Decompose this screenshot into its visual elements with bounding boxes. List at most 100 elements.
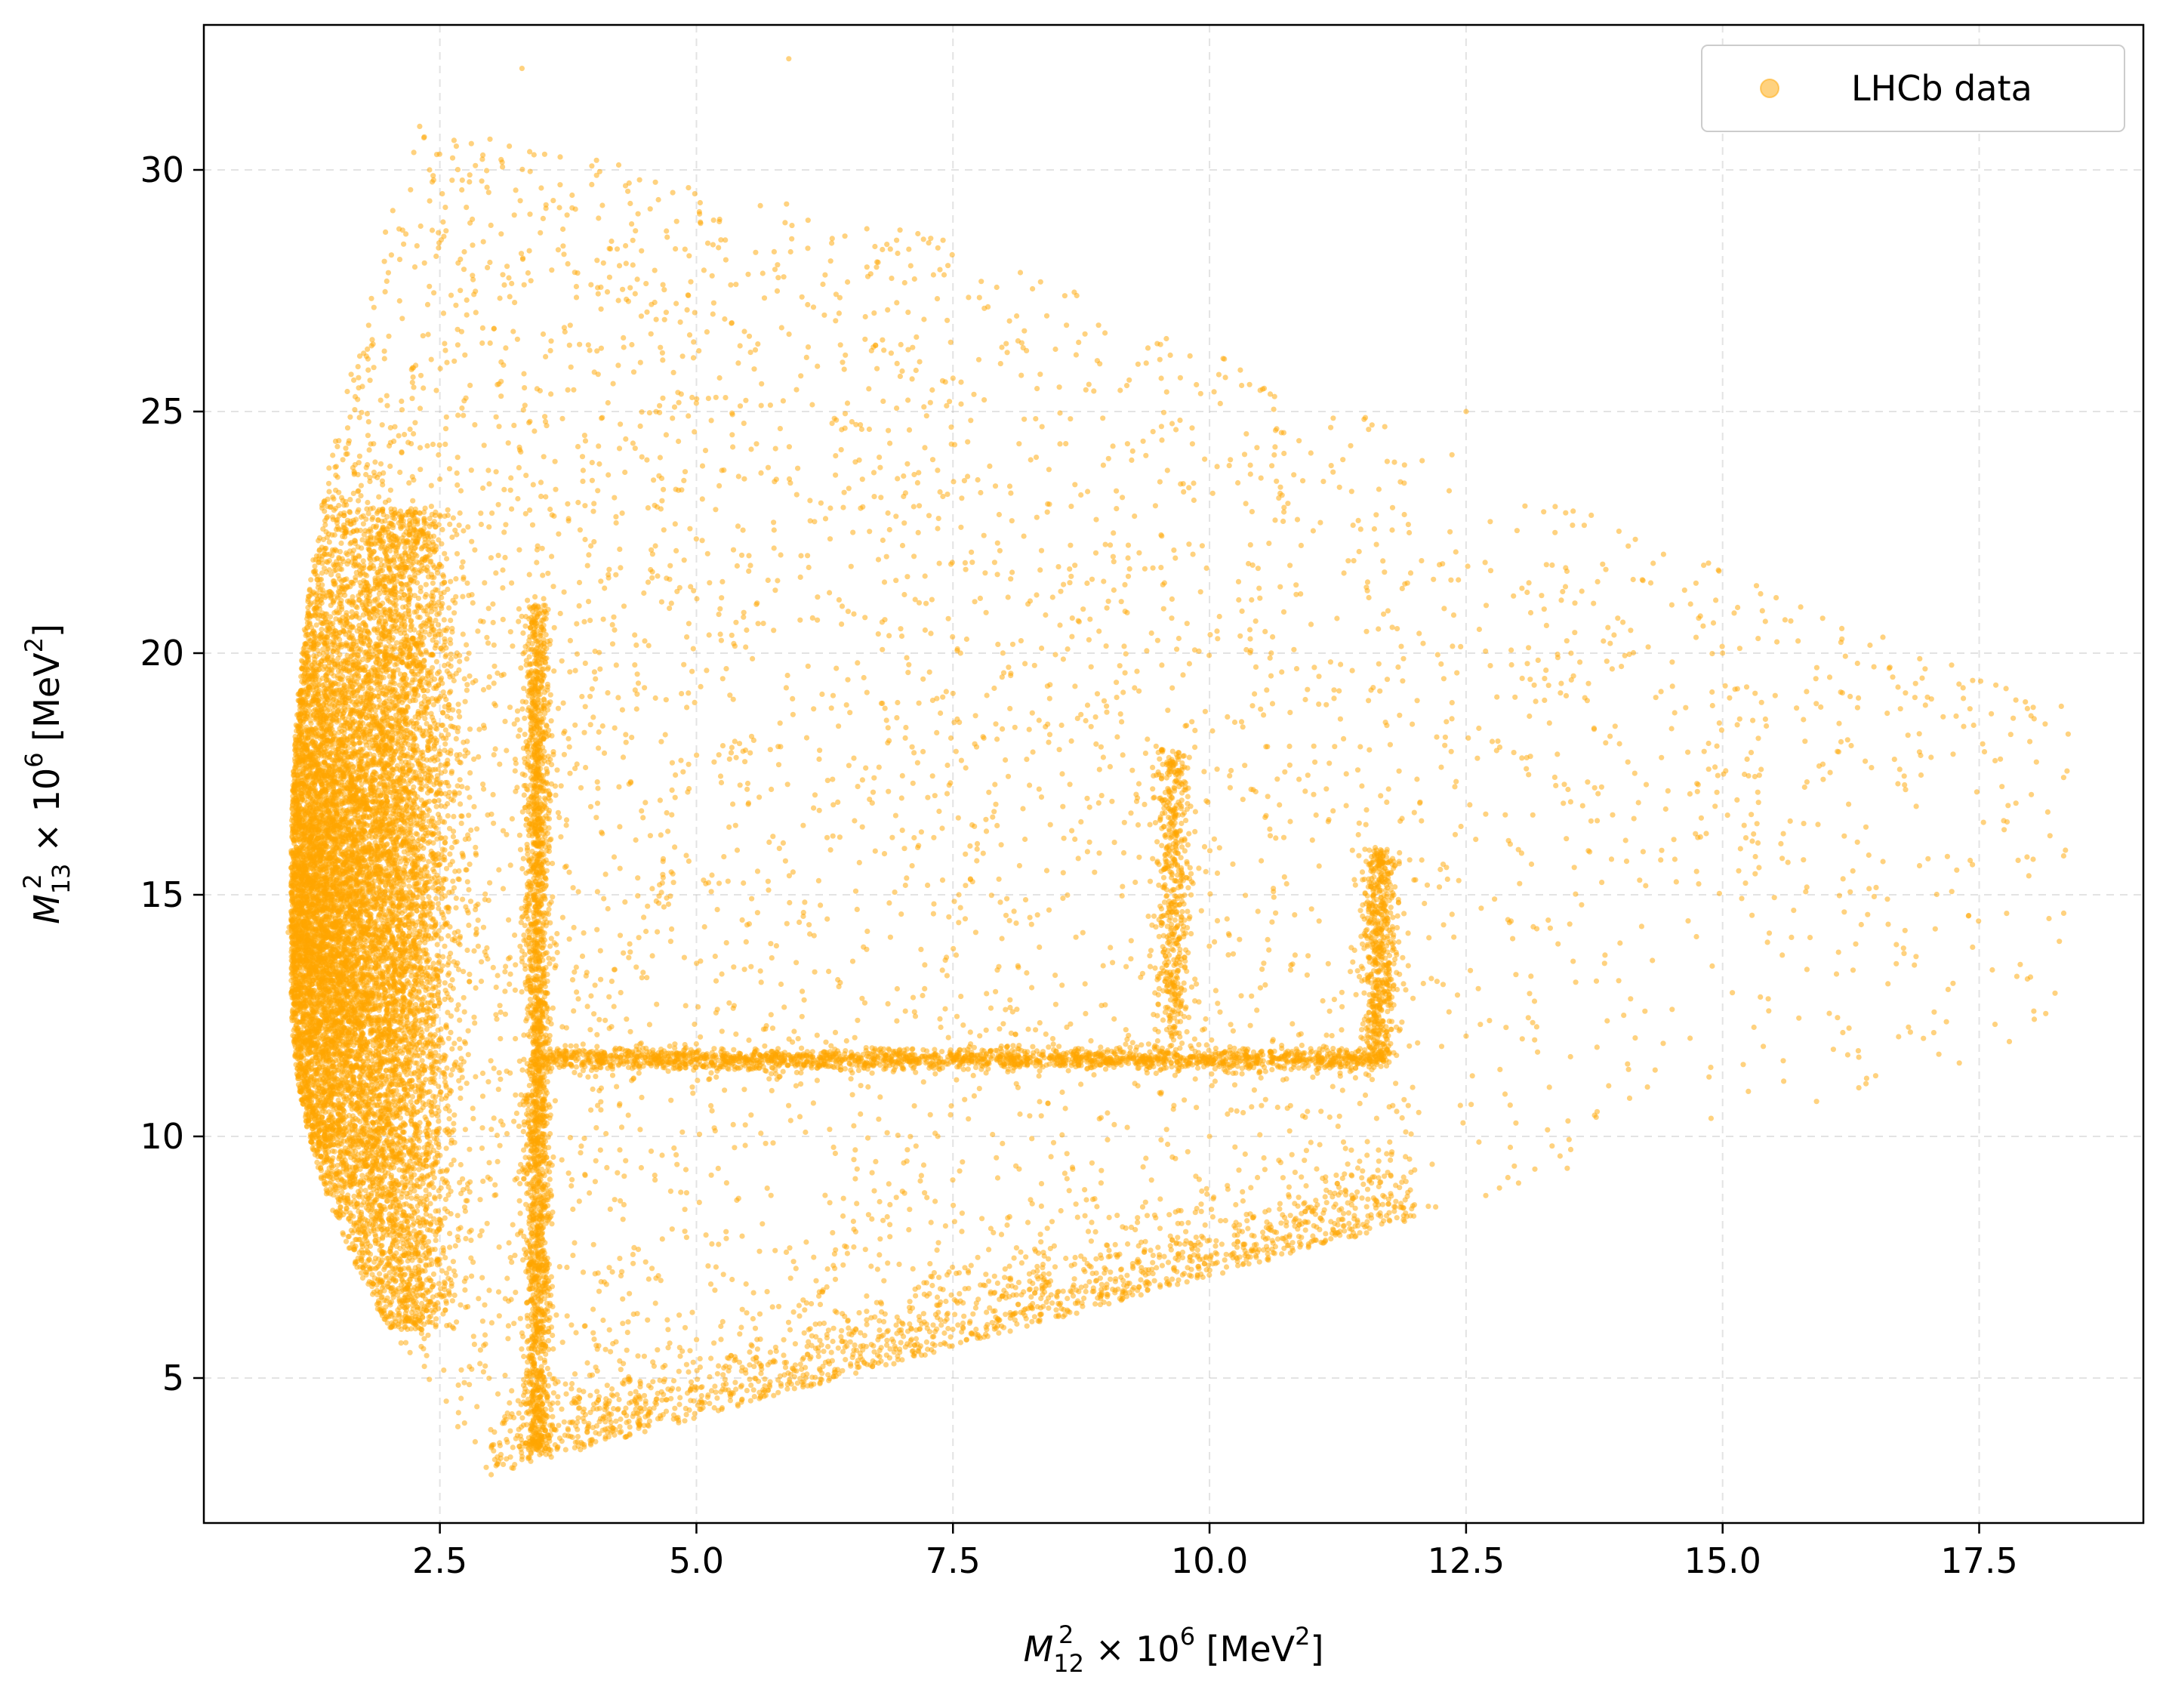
data-point bbox=[605, 905, 611, 912]
data-point bbox=[1630, 576, 1636, 583]
data-point bbox=[909, 863, 915, 869]
data-point bbox=[1049, 594, 1055, 600]
data-point bbox=[559, 1024, 565, 1030]
data-point bbox=[850, 529, 856, 535]
data-point bbox=[1096, 850, 1102, 856]
data-point bbox=[1098, 1003, 1105, 1009]
data-point bbox=[696, 1199, 702, 1205]
data-point bbox=[387, 463, 393, 470]
data-point bbox=[518, 251, 525, 257]
data-point bbox=[995, 641, 1001, 648]
data-point bbox=[777, 426, 783, 432]
data-point bbox=[636, 1070, 642, 1076]
data-point bbox=[556, 205, 562, 211]
data-point bbox=[421, 134, 427, 140]
data-point bbox=[774, 288, 781, 294]
data-point bbox=[585, 599, 592, 605]
data-point bbox=[833, 453, 839, 459]
data-point bbox=[587, 1190, 593, 1196]
data-point bbox=[1249, 509, 1255, 515]
data-point bbox=[647, 833, 654, 839]
data-point bbox=[1981, 749, 1988, 755]
data-point bbox=[1363, 822, 1369, 828]
data-point bbox=[1095, 800, 1102, 806]
data-point bbox=[1399, 585, 1405, 592]
data-point bbox=[1257, 595, 1263, 601]
data-point bbox=[1024, 347, 1030, 353]
data-point bbox=[1771, 895, 1777, 901]
data-point bbox=[642, 685, 648, 691]
data-point bbox=[867, 797, 873, 803]
data-point bbox=[1901, 951, 1907, 957]
data-point bbox=[799, 1013, 805, 1019]
data-point bbox=[951, 479, 957, 485]
data-point bbox=[516, 547, 522, 553]
data-point bbox=[1366, 698, 1372, 704]
data-point bbox=[783, 1249, 790, 1255]
data-point bbox=[2026, 873, 2032, 879]
data-point bbox=[1096, 766, 1102, 772]
data-point bbox=[1384, 677, 1391, 683]
data-point bbox=[1148, 1177, 1154, 1183]
data-point bbox=[1755, 840, 1761, 846]
data-point bbox=[929, 387, 935, 393]
data-point bbox=[603, 1130, 609, 1136]
data-point bbox=[1856, 1054, 1862, 1060]
data-point bbox=[868, 1263, 874, 1269]
data-point bbox=[1400, 954, 1406, 960]
data-point bbox=[1999, 784, 2005, 790]
data-point bbox=[1098, 793, 1105, 799]
data-point bbox=[1476, 1139, 1482, 1145]
data-point bbox=[944, 762, 951, 769]
data-point bbox=[994, 284, 1000, 291]
data-point bbox=[743, 644, 749, 650]
data-point bbox=[954, 1077, 960, 1083]
data-point bbox=[811, 1254, 817, 1260]
data-point bbox=[1766, 1008, 1772, 1014]
data-point bbox=[719, 676, 726, 682]
data-point bbox=[1272, 444, 1278, 450]
data-point bbox=[904, 875, 910, 881]
data-point bbox=[1027, 1113, 1033, 1119]
data-point bbox=[443, 414, 449, 420]
data-point bbox=[845, 609, 851, 615]
data-point bbox=[568, 364, 574, 370]
data-point bbox=[1231, 719, 1238, 726]
data-point bbox=[460, 631, 466, 637]
data-point bbox=[525, 270, 532, 276]
data-point bbox=[844, 400, 851, 406]
data-point bbox=[796, 1114, 803, 1120]
data-point bbox=[629, 735, 635, 741]
data-point bbox=[575, 499, 581, 506]
data-point bbox=[789, 236, 795, 242]
data-point bbox=[718, 779, 725, 786]
data-point bbox=[677, 319, 683, 325]
data-point bbox=[864, 928, 870, 934]
data-point bbox=[1447, 529, 1453, 535]
data-point bbox=[481, 786, 487, 792]
data-point bbox=[672, 521, 678, 527]
data-point bbox=[1579, 902, 1585, 908]
data-point bbox=[507, 981, 513, 987]
data-point bbox=[461, 267, 467, 273]
data-point bbox=[708, 418, 714, 424]
data-point bbox=[1013, 920, 1019, 926]
data-point bbox=[1004, 1222, 1010, 1229]
data-point bbox=[614, 1084, 620, 1090]
data-point bbox=[1781, 1078, 1787, 1084]
data-point bbox=[1261, 712, 1267, 718]
data-point bbox=[999, 674, 1005, 680]
data-point bbox=[910, 780, 916, 786]
data-point bbox=[1449, 716, 1455, 722]
data-point bbox=[455, 1382, 461, 1388]
data-point bbox=[1555, 941, 1561, 947]
data-point bbox=[1662, 806, 1668, 812]
data-point bbox=[1970, 862, 1976, 868]
data-point bbox=[1061, 581, 1067, 587]
data-point bbox=[487, 880, 493, 886]
data-point bbox=[958, 379, 964, 385]
data-point bbox=[965, 439, 971, 445]
data-point bbox=[570, 1253, 576, 1259]
data-point bbox=[665, 901, 672, 908]
data-point bbox=[935, 467, 941, 473]
